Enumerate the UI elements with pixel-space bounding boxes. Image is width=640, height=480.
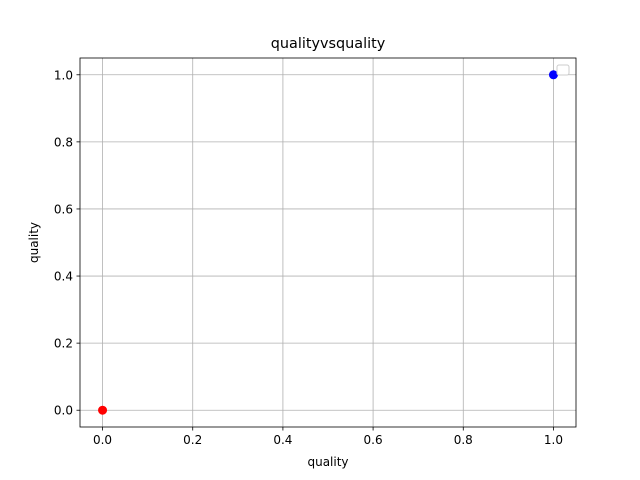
- grid-lines: [80, 58, 576, 427]
- x-axis-title: quality: [307, 455, 348, 469]
- plot-area-frame: [79, 57, 577, 428]
- y-tick-label: 0.2: [54, 337, 73, 351]
- x-tick-label: 0.0: [93, 433, 112, 447]
- x-tick-label: 0.6: [364, 433, 383, 447]
- x-tick-label: 0.4: [273, 433, 292, 447]
- y-axis-title: quality: [27, 222, 41, 263]
- x-tick-label: 0.8: [454, 433, 473, 447]
- y-axis-ticks: 0.0 0.2 0.4 0.6 0.8 1.0: [54, 68, 80, 418]
- legend-box: [556, 64, 570, 76]
- x-axis-ticks: 0.0 0.2 0.4 0.6 0.8 1.0: [93, 427, 563, 447]
- y-tick-label: 0.8: [54, 135, 73, 149]
- x-tick-label: 1.0: [544, 433, 563, 447]
- data-point: [98, 405, 108, 415]
- data-points: [98, 70, 558, 415]
- y-tick-label: 0.0: [54, 404, 73, 418]
- data-point: [548, 70, 558, 80]
- y-tick-label: 1.0: [54, 68, 73, 82]
- y-tick-label: 0.6: [54, 202, 73, 216]
- chart-title: qualityvsquality: [271, 36, 386, 52]
- y-tick-label: 0.4: [54, 270, 73, 284]
- x-tick-label: 0.2: [183, 433, 202, 447]
